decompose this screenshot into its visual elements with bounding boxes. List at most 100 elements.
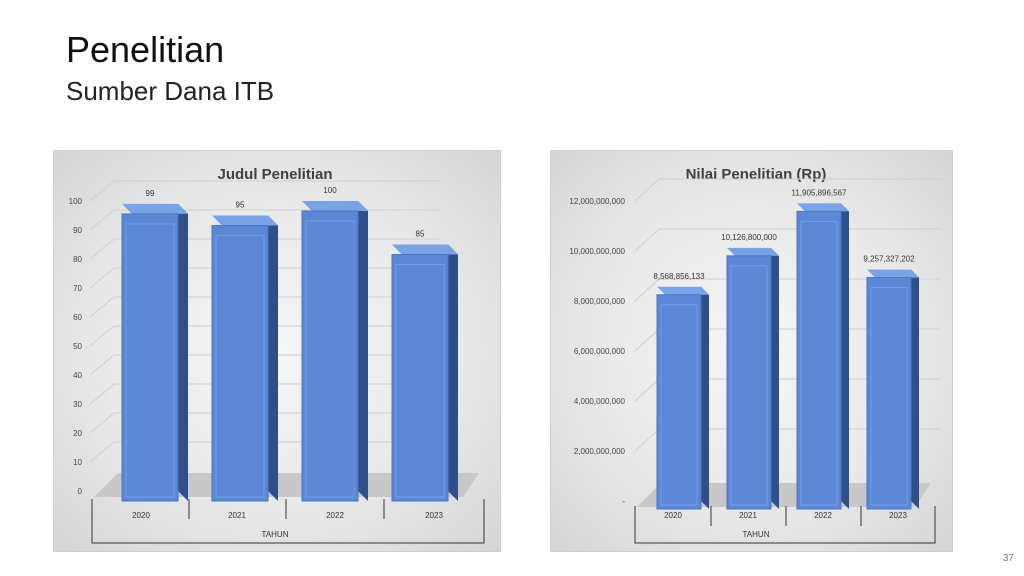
bar-2021 (211, 215, 278, 502)
x-axis-title: TAHUN (743, 530, 770, 539)
y-tick-label: 6,000,000,000 (574, 347, 626, 356)
gridline-diagonal (634, 428, 660, 452)
y-tick-label: 50 (73, 342, 82, 351)
y-tick-label: 8,000,000,000 (574, 297, 626, 306)
bar-side-face (701, 286, 709, 509)
bar-2020 (656, 286, 709, 510)
data-label: 10,126,800,000 (721, 233, 777, 242)
y-tick-label: - (622, 497, 625, 506)
page-number: 37 (1002, 553, 1014, 564)
bar-2020 (121, 203, 188, 502)
data-label: 95 (236, 201, 245, 210)
bar-highlight (305, 220, 355, 498)
data-label: 11,905,896,567 (791, 188, 847, 197)
bar-top-face (797, 203, 849, 212)
chart-floor (94, 473, 479, 497)
x-tick-label: 2023 (889, 511, 907, 520)
x-tick-label: 2023 (425, 511, 443, 520)
bar-top-face (302, 201, 368, 211)
gridline-diagonal (634, 328, 660, 352)
bar-highlight (215, 235, 265, 498)
gridline-diagonal (89, 354, 115, 376)
data-label: 9,257,327,202 (863, 255, 915, 264)
gridline-diagonal (89, 238, 115, 260)
data-label: 100 (323, 186, 337, 195)
bar-highlight (395, 264, 445, 498)
gridline-diagonal (89, 325, 115, 347)
slide-title: Penelitian (66, 29, 225, 70)
x-tick-label: 2021 (739, 511, 757, 520)
gridline-diagonal (89, 383, 115, 405)
y-tick-label: 12,000,000,000 (569, 197, 625, 206)
gridline-diagonal (89, 180, 115, 202)
y-tick-label: 0 (78, 487, 83, 496)
bar-highlight (660, 304, 698, 506)
y-tick-label: 10 (73, 458, 82, 467)
y-tick-label: 2,000,000,000 (574, 447, 626, 456)
bar-front-face (301, 210, 359, 502)
bar-top-face (212, 215, 278, 226)
bar-side-face (841, 203, 849, 509)
data-label: 8,568,856,133 (653, 272, 705, 281)
gridline-diagonal (634, 178, 660, 202)
y-tick-label: 90 (73, 226, 82, 235)
data-label: 99 (146, 189, 155, 198)
bar-highlight (125, 223, 175, 498)
bar-front-face (211, 225, 269, 502)
slide-subtitle: Sumber Dana ITB (66, 76, 275, 106)
bar-front-face (391, 254, 449, 502)
bar-2023 (866, 269, 919, 510)
bar-2022 (301, 201, 368, 502)
y-tick-label: 80 (73, 255, 82, 264)
y-tick-label: 60 (73, 313, 82, 322)
y-tick-label: 4,000,000,000 (574, 397, 626, 406)
bar-front-face (866, 277, 912, 510)
gridline-diagonal (634, 228, 660, 252)
gridline-diagonal (634, 378, 660, 402)
bar-highlight (870, 287, 908, 506)
bar-side-face (771, 247, 779, 509)
bar-top-face (657, 286, 709, 295)
bar-2021 (726, 247, 779, 510)
bar-top-face (867, 269, 919, 278)
chart-title: Nilai Penelitian (Rp) (686, 166, 827, 183)
chart-judul-penelitian-svg: Judul Penelitian 0 10 20 30 40 50 60 70 80 90 100 99… (69, 166, 485, 544)
gridline-diagonal (89, 441, 115, 463)
bar-side-face (911, 269, 919, 509)
chart-nilai-penelitian-svg: Nilai Penelitian (Rp) - 2,000,000,000 4,000… (569, 166, 941, 544)
bar-2023 (391, 244, 458, 502)
chart-title: Judul Penelitian (217, 166, 332, 183)
gridline-diagonal (89, 209, 115, 231)
chart-nilai-penelitian: Nilai Penelitian (Rp) - 2,000,000,000 4,000… (550, 150, 953, 552)
x-tick-label: 2022 (326, 511, 344, 520)
x-tick-label: 2022 (814, 511, 832, 520)
bar-side-face (448, 244, 458, 501)
bar-top-face (392, 244, 458, 255)
x-axis-frame (91, 499, 485, 544)
gridline-diagonal (89, 267, 115, 289)
chart-judul-penelitian: Judul Penelitian 0 10 20 30 40 50 60 70 80 90 100 99… (53, 150, 501, 552)
y-tick-label: 40 (73, 371, 82, 380)
x-axis-title: TAHUN (262, 530, 289, 539)
bar-highlight (730, 265, 768, 506)
bar-top-face (727, 247, 779, 256)
y-tick-label: 70 (73, 284, 82, 293)
gridline-diagonal (89, 412, 115, 434)
y-tick-label: 20 (73, 429, 82, 438)
bar-front-face (656, 294, 702, 510)
bar-side-face (178, 203, 188, 501)
x-tick-label: 2020 (664, 511, 682, 520)
bar-front-face (726, 255, 772, 510)
y-tick-label: 30 (73, 400, 82, 409)
y-tick-label: 10,000,000,000 (569, 247, 625, 256)
bar-side-face (268, 215, 278, 501)
chart-floor (637, 483, 931, 507)
y-tick-label: 100 (69, 197, 83, 206)
x-tick-label: 2020 (132, 511, 150, 520)
bar-highlight (800, 220, 838, 506)
bar-side-face (358, 201, 368, 501)
bar-2022 (796, 203, 849, 510)
bar-front-face (121, 213, 179, 502)
x-axis-frame (634, 506, 936, 544)
gridline-diagonal (634, 278, 660, 302)
